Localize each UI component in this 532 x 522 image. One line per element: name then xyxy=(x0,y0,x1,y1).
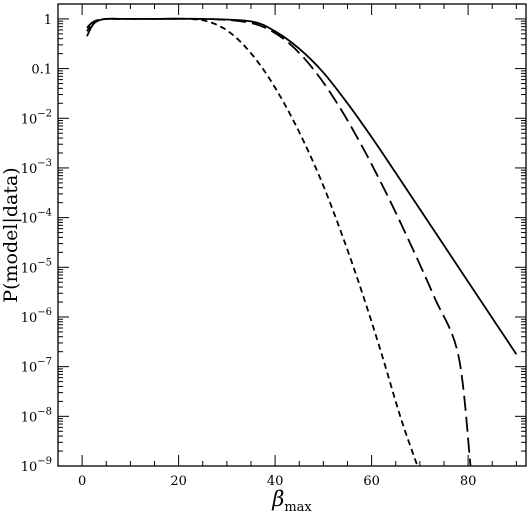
y-tick-label: 10−4 xyxy=(21,208,52,227)
series-line-short-dash xyxy=(86,17,419,466)
y-axis-label: P(model|data) xyxy=(0,167,22,302)
y-tick-label: 10−3 xyxy=(21,158,52,177)
x-axis-label: βmax xyxy=(271,487,312,515)
y-tick-label: 10−6 xyxy=(21,307,52,326)
x-axis-label-subscript: max xyxy=(284,500,312,515)
ticks-layer xyxy=(58,4,526,467)
plot-frame xyxy=(57,3,527,467)
labels-layer: 0 20 40 60 80 1 0.1 10−2 10−3 10−4 10−5 10−6 10−7 10−… xyxy=(21,13,477,489)
y-tick-label: 10−8 xyxy=(21,406,52,425)
y-tick-label: 10−5 xyxy=(21,257,52,276)
y-tick-label: 10−9 xyxy=(21,456,52,475)
y-tick-label: 10−2 xyxy=(21,108,52,127)
y-tick-label: 1 xyxy=(44,13,52,28)
x-axis-label-symbol: β xyxy=(271,487,284,511)
x-tick-label: 20 xyxy=(170,474,187,489)
y-tick-label: 10−7 xyxy=(21,357,52,376)
x-tick-label: 60 xyxy=(363,474,380,489)
series-line-solid xyxy=(86,17,518,355)
x-tick-label: 80 xyxy=(460,474,477,489)
series-line-long-dash xyxy=(86,17,472,466)
x-tick-label: 0 xyxy=(78,474,86,489)
x-tick-label: 40 xyxy=(267,474,284,489)
y-tick-label: 0.1 xyxy=(31,63,52,78)
series-layer xyxy=(86,17,518,466)
